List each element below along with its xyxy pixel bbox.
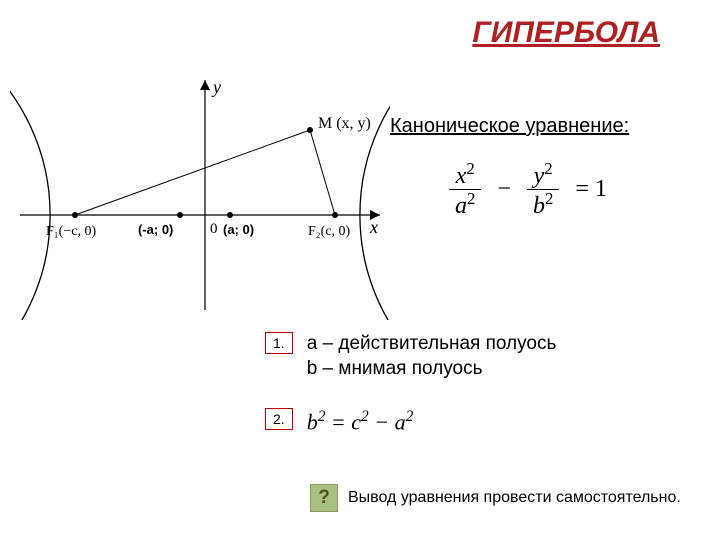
y-axis-arrow <box>200 80 210 90</box>
item-text: a – действительная полуось b – мнимая по… <box>307 332 557 381</box>
vertex-right <box>227 212 233 218</box>
f1-label: F₁(−c, 0) <box>46 224 96 239</box>
hyperbola-diagram: y x 0 M (x, y) F₁(−c, 0) F₂(c, 0) (-a; 0… <box>10 60 390 320</box>
focal-line-f2m <box>310 130 335 215</box>
canonical-subtitle: Каноническое уравнение: <box>390 115 629 138</box>
y-axis-label: y <box>211 77 221 97</box>
item-number-box: 1. <box>265 332 293 354</box>
relation-equation: b2 = c2 − a2 <box>307 408 414 435</box>
note-item-1: 1. a – действительная полуось b – мнимая… <box>265 332 556 381</box>
focal-line-f1m <box>75 130 310 215</box>
item-number-box: 2. <box>265 408 293 430</box>
right-branch <box>360 60 390 320</box>
vertex-left <box>177 212 183 218</box>
question-icon: ? <box>310 484 338 512</box>
footer-note: ? Вывод уравнения провести самостоятельн… <box>310 484 681 512</box>
minus-sign: − <box>491 176 517 203</box>
origin-label: 0 <box>210 221 218 237</box>
point-m-label: M (x, y) <box>318 115 371 132</box>
f2-label: F₂(c, 0) <box>308 224 351 239</box>
note-item-2: 2. b2 = c2 − a2 <box>265 408 413 435</box>
focus-f2 <box>332 212 338 218</box>
footer-text: Вывод уравнения провести самостоятельно. <box>348 489 681 507</box>
vertex-neg-label: (-a; 0) <box>138 222 173 237</box>
page-title: ГИПЕРБОЛА <box>472 16 660 50</box>
focus-f1 <box>72 212 78 218</box>
x-axis-label: x <box>369 217 378 237</box>
canonical-equation: x2 a2 − y2 b2 = 1 <box>445 160 613 220</box>
vertex-pos-label: (a; 0) <box>223 222 254 237</box>
point-m <box>307 127 313 133</box>
equals-one: = 1 <box>569 176 613 203</box>
fraction-x: x2 a2 <box>449 160 481 220</box>
fraction-y: y2 b2 <box>527 160 559 220</box>
left-branch <box>10 60 50 320</box>
